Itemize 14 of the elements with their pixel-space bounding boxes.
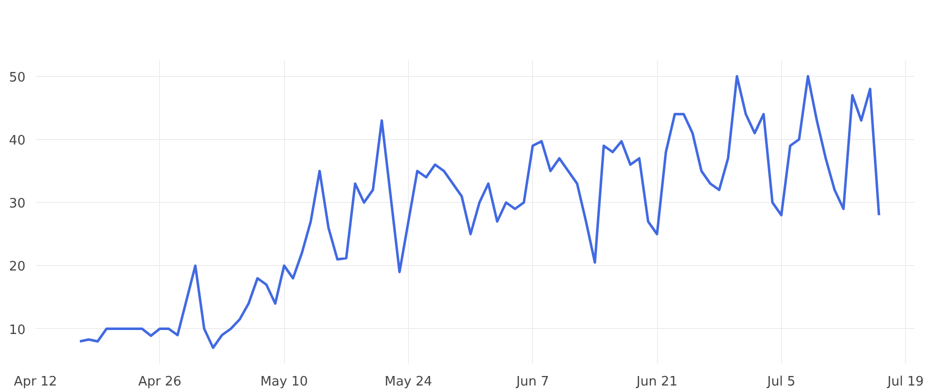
y-tick-label: 40: [8, 133, 26, 148]
x-tick-label: May 24: [384, 374, 432, 390]
line-series: [78, 75, 880, 349]
x-tick-label: Jun 21: [636, 374, 678, 390]
x-tick-label: Apr 26: [138, 374, 182, 390]
y-tick-label: 30: [8, 196, 26, 212]
x-tick-label: Jul 19: [886, 374, 924, 390]
x-tick-label: May 10: [260, 374, 308, 390]
x-tick-label: Apr 12: [14, 374, 58, 390]
y-tick-label: 50: [8, 70, 26, 86]
y-tick-label: 10: [8, 322, 26, 338]
x-tick-label: Jun 7: [515, 374, 550, 390]
x-tick-label: Jul 5: [766, 374, 796, 390]
y-tick-label: 20: [8, 260, 26, 275]
